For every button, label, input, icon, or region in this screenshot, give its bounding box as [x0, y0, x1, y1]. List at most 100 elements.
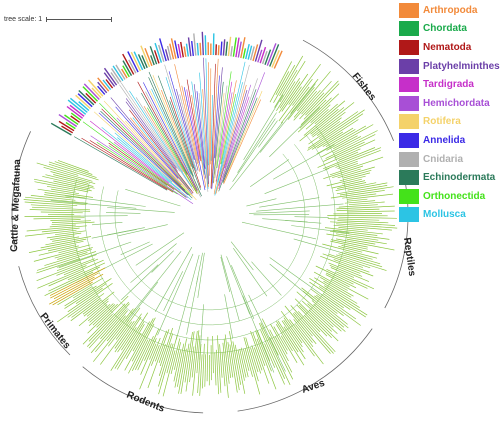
chordata-leaf — [323, 165, 364, 180]
chordata-leaf — [121, 327, 137, 351]
chordata-leaf — [299, 108, 339, 142]
chordata-leaf — [51, 221, 95, 226]
invertebrate-branch — [169, 100, 194, 169]
chordata-leaf — [28, 240, 84, 253]
invertebrate-branch — [164, 64, 198, 174]
chordata-leaf — [255, 330, 272, 372]
chordata-leaf — [278, 63, 321, 122]
chordata-leaf — [67, 262, 106, 281]
chordata-leaf — [42, 175, 95, 189]
invertebrate-branch — [116, 117, 182, 186]
chordata-leaf — [177, 338, 187, 387]
invertebrate-branch — [143, 82, 198, 191]
clade-label-primates: Primates — [38, 311, 73, 351]
chordata-leaf — [44, 192, 86, 199]
invertebrate-leaf — [257, 49, 263, 63]
chordata-leaf — [49, 273, 104, 305]
chordata-branch — [226, 256, 251, 315]
chordata-leaf — [289, 319, 324, 365]
chordata-leaf — [224, 334, 232, 378]
chordata-leaf — [322, 253, 364, 268]
invertebrate-leaf — [166, 45, 172, 60]
chordata-leaf — [116, 324, 145, 370]
chordata-leaf — [117, 316, 142, 353]
chordata-leaf — [328, 253, 371, 269]
chordata-leaf — [296, 304, 328, 337]
invertebrate-leaf — [187, 37, 192, 57]
chordata-leaf — [292, 78, 313, 106]
invertebrate-leaf — [249, 46, 255, 61]
invertebrate-leaf — [264, 49, 272, 65]
chordata-leaf — [323, 293, 344, 309]
invertebrate-leaf — [247, 45, 253, 60]
legend: Arthropoda Chordata Nematoda Platyhelminthe… — [399, 1, 500, 224]
chordata-leaf — [93, 308, 136, 362]
chordata-leaf — [324, 227, 383, 235]
chordata-leaf — [269, 336, 279, 356]
legend-label: Arthropoda — [423, 4, 478, 16]
invertebrate-branch — [196, 91, 206, 169]
chordata-leaf — [158, 344, 166, 364]
chordata-leaf — [221, 351, 226, 387]
invertebrate-leaf — [78, 89, 95, 106]
chordata-leaf — [51, 220, 91, 223]
invertebrate-leaf — [83, 83, 100, 100]
chordata-leaf — [23, 199, 87, 206]
invertebrate-branch — [141, 92, 188, 175]
chordata-leaf — [114, 320, 135, 349]
chordata-leaf — [67, 295, 99, 318]
invertebrate-branch — [96, 142, 178, 195]
invertebrate-leaf — [240, 37, 246, 59]
chordata-leaf — [52, 236, 80, 242]
chordata-leaf — [40, 238, 87, 249]
chordata-leaf — [46, 185, 76, 192]
chordata-leaf — [36, 162, 79, 176]
legend-label: Chordata — [423, 23, 467, 35]
invertebrate-branch — [199, 72, 209, 189]
chordata-branch — [107, 207, 175, 213]
chordata-leaf — [202, 343, 205, 389]
invertebrate-branch — [137, 81, 198, 192]
invertebrate-leaf — [141, 55, 148, 69]
chordata-leaf — [270, 323, 288, 355]
chordata-leaf — [46, 232, 82, 239]
chordata-leaf — [64, 285, 97, 307]
chordata-leaf — [330, 239, 368, 248]
invertebrate-branch — [191, 81, 205, 175]
chordata-leaf — [338, 216, 397, 219]
legend-swatch — [399, 207, 419, 223]
chordata-leaf — [100, 309, 127, 340]
invertebrate-branch — [224, 84, 252, 169]
chordata-branch — [163, 271, 183, 312]
chordata-leaf — [87, 303, 118, 334]
chordata-leaf — [275, 71, 290, 95]
chordata-leaf — [253, 347, 263, 371]
chordata-leaf — [227, 342, 234, 378]
chordata-leaf — [328, 262, 363, 277]
chordata-leaf — [48, 163, 99, 181]
chordata-leaf — [229, 331, 240, 391]
legend-item: Echinodermata — [399, 168, 500, 187]
invertebrate-branch — [101, 108, 186, 191]
chordata-branch — [56, 241, 132, 268]
chordata-leaf — [58, 254, 97, 269]
invertebrate-leaf — [149, 46, 158, 65]
chordata-leaf — [297, 311, 336, 353]
invertebrate-leaf — [122, 65, 130, 78]
chordata-leaf — [58, 244, 91, 254]
invertebrate-branch — [147, 107, 198, 194]
invertebrate-leaf — [66, 105, 84, 119]
chordata-leaf — [234, 344, 246, 394]
chordata-branch — [197, 252, 205, 298]
chordata-leaf — [278, 81, 301, 114]
chordata-leaf — [83, 291, 115, 317]
invertebrate-leaf — [201, 31, 204, 56]
invertebrate-branch — [82, 121, 187, 198]
chordata-leaf — [237, 349, 245, 381]
chordata-leaf — [239, 348, 247, 378]
chordata-leaf — [324, 285, 360, 308]
chordata-leaf — [339, 172, 371, 182]
chordata-leaf — [53, 174, 89, 184]
legend-swatch — [399, 58, 419, 74]
invertebrate-branch — [129, 90, 193, 188]
